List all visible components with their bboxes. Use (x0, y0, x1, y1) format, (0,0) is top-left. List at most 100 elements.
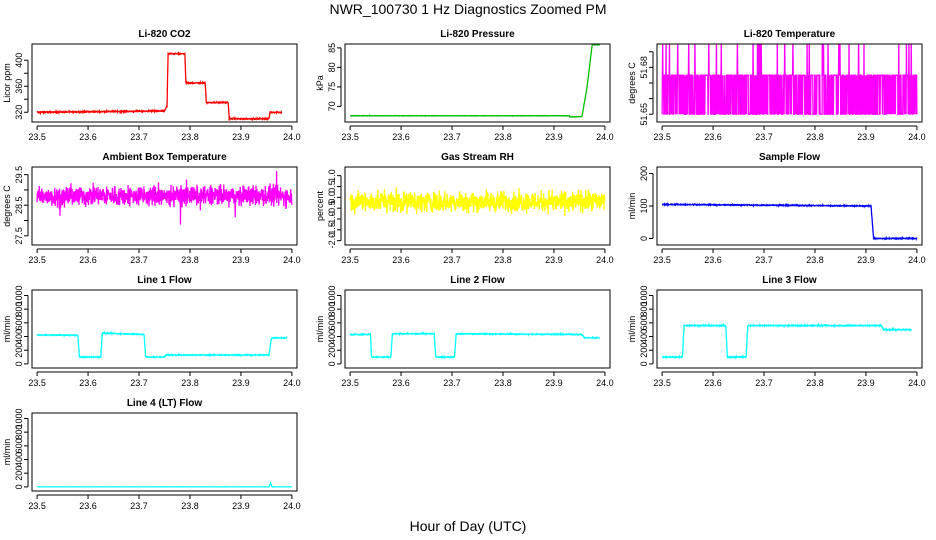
y-tick-label: 1000 (14, 285, 24, 305)
y-axis-label: ml/min (2, 316, 12, 343)
panel-4: Gas Stream RH 23.5 23.6 23.7 23.8 23.9 24.0 -2.… (315, 152, 614, 265)
plot-frame (31, 412, 298, 492)
y-tick-label: 800 (14, 302, 24, 317)
y-axis-label: kPa (315, 75, 325, 91)
x-tick-label: 23.6 (392, 255, 410, 265)
x-tick-label: 23.5 (653, 132, 671, 142)
series-line (661, 44, 918, 115)
x-tick-label: 23.9 (232, 255, 250, 265)
x-tick-label: 24.0 (283, 378, 301, 388)
x-tick-label: 23.7 (443, 378, 461, 388)
y-tick-label: 600 (639, 315, 649, 330)
panel-5: Sample Flow 23.5 23.6 23.7 23.8 23.9 24.0 0 100 2… (627, 152, 926, 265)
y-tick-label: 200 (639, 166, 649, 181)
x-tick-label: 23.9 (232, 132, 250, 142)
y-axis-label: ml/min (627, 193, 637, 220)
panel-1: Li-820 Pressure 23.5 23.6 23.7 23.8 23.9 24.0 7… (315, 29, 614, 142)
y-tick-label: 28.5 (14, 196, 24, 214)
x-tick-label: 23.6 (704, 132, 722, 142)
x-tick-label: 23.5 (341, 255, 359, 265)
panel-title: Line 4 (LT) Flow (127, 398, 203, 409)
panel-2: Li-820 Temperature 23.5 23.6 23.7 23.8 23.9 24… (627, 29, 926, 142)
plot-frame (344, 43, 611, 123)
y-tick-label: 0 (639, 361, 649, 366)
x-tick-label: 24.0 (908, 378, 926, 388)
x-tick-label: 23.9 (545, 132, 563, 142)
x-tick-label: 23.7 (443, 255, 461, 265)
panel-title: Li-820 CO2 (138, 29, 191, 40)
y-tick-label: 75 (327, 82, 337, 92)
x-tick-label: 23.8 (181, 255, 199, 265)
x-tick-label: 24.0 (596, 378, 614, 388)
x-tick-label: 23.6 (79, 378, 97, 388)
x-tick-label: 23.7 (130, 501, 148, 511)
y-tick-label: 600 (327, 315, 337, 330)
y-tick-label: 800 (327, 302, 337, 317)
y-tick-label: 0 (327, 361, 337, 366)
x-tick-label: 23.9 (232, 501, 250, 511)
x-tick-label: 23.8 (494, 132, 512, 142)
y-tick-label: 800 (14, 425, 24, 440)
x-tick-label: 23.6 (79, 132, 97, 142)
x-tick-label: 23.5 (28, 255, 46, 265)
y-tick-label: 400 (639, 329, 649, 344)
plot-frame (656, 289, 923, 369)
y-axis-label: ml/min (2, 439, 12, 466)
y-tick-label: 0 (14, 361, 24, 366)
series-line (36, 51, 283, 122)
x-tick-label: 23.7 (755, 255, 773, 265)
y-tick-label: 0 (639, 236, 649, 241)
y-tick-label: -1.5 (327, 222, 337, 238)
x-tick-label: 24.0 (908, 132, 926, 142)
y-tick-label: -0.5 (327, 200, 337, 216)
panel-title: Li-820 Temperature (744, 29, 836, 40)
x-tick-label: 23.5 (28, 132, 46, 142)
x-tick-label: 24.0 (283, 501, 301, 511)
y-tick-label: 1.0 (327, 169, 337, 182)
panel-8: Line 3 Flow 23.5 23.6 23.7 23.8 23.9 24.0 0 2004… (627, 275, 926, 388)
plot-frame (31, 43, 298, 123)
figure-title: NWR_100730 1 Hz Diagnostics Zoomed PM (329, 1, 607, 17)
y-tick-label: 200 (639, 343, 649, 358)
x-tick-label: 23.8 (806, 132, 824, 142)
y-tick-label: 400 (327, 329, 337, 344)
x-tick-label: 23.9 (857, 255, 875, 265)
panel-title: Li-820 Pressure (440, 29, 515, 40)
y-axis-label: Licor ppm (2, 63, 12, 103)
series-line (37, 481, 293, 488)
y-tick-label: 27.5 (14, 227, 24, 245)
y-tick-label: 320 (14, 105, 24, 120)
panel-title: Gas Stream RH (441, 152, 514, 163)
x-tick-label: 23.5 (28, 501, 46, 511)
y-tick-label: 100 (639, 198, 649, 213)
plot-frame (656, 166, 923, 246)
x-tick-label: 23.6 (704, 255, 722, 265)
x-tick-label: 23.8 (806, 255, 824, 265)
x-tick-label: 23.5 (653, 378, 671, 388)
x-tick-label: 23.8 (494, 378, 512, 388)
y-tick-label: -1.0 (327, 211, 337, 227)
x-tick-label: 23.5 (341, 378, 359, 388)
x-tick-label: 23.8 (181, 378, 199, 388)
panel-6: Line 1 Flow 23.5 23.6 23.7 23.8 23.9 24.0 0 2004… (2, 275, 301, 388)
panel-title: Line 2 Flow (450, 275, 505, 286)
y-tick-label: 1000 (14, 408, 24, 428)
series-line (350, 44, 600, 118)
x-tick-label: 23.9 (232, 378, 250, 388)
panel-title: Sample Flow (759, 152, 820, 163)
y-axis-label: degrees C (627, 62, 637, 104)
panel-title: Ambient Box Temperature (102, 152, 227, 163)
y-tick-label: 51.68 (639, 56, 649, 79)
y-tick-label: 51.65 (639, 103, 649, 126)
x-tick-label: 24.0 (596, 132, 614, 142)
y-axis-label: percent (315, 190, 325, 221)
series-line (349, 330, 601, 360)
x-tick-label: 23.5 (653, 255, 671, 265)
x-tick-label: 23.5 (28, 378, 46, 388)
x-tick-label: 24.0 (596, 255, 614, 265)
x-tick-label: 23.6 (392, 378, 410, 388)
x-tick-label: 23.6 (79, 501, 97, 511)
y-tick-label: 80 (327, 62, 337, 72)
x-tick-label: 23.7 (443, 132, 461, 142)
